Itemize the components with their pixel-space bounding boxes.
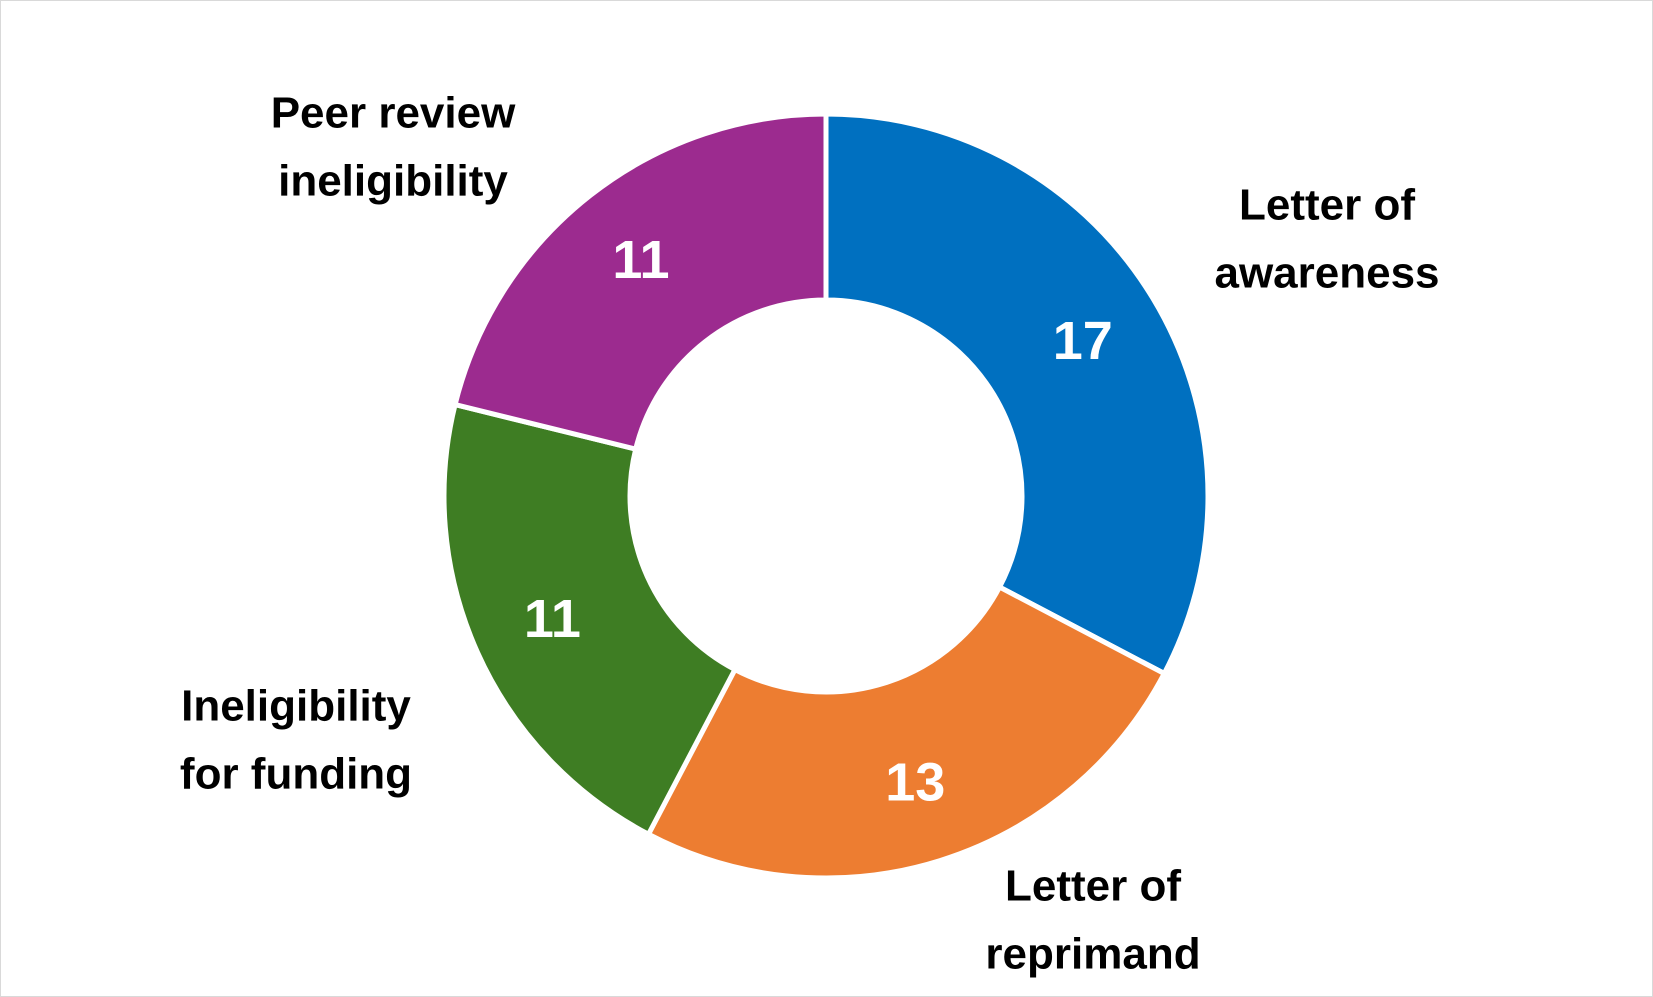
category-label-line: for funding <box>180 750 412 799</box>
category-label-line: Peer review <box>271 89 516 138</box>
category-label: Ineligibility for funding <box>180 682 412 799</box>
category-label-line: awareness <box>1214 249 1439 298</box>
category-labels-group: Letter of awareness Letter of reprimand Inel… <box>180 89 1440 979</box>
slice-peer-review-ineligibility <box>452 111 829 452</box>
value-labels-group: 17 13 11 11 <box>524 230 1113 813</box>
category-label: Peer review ineligibility <box>271 89 516 206</box>
slice-value-label: 17 <box>1053 311 1113 371</box>
category-label-line: Letter of <box>1005 862 1181 911</box>
category-label-line: Letter of <box>1239 181 1415 230</box>
category-label: Letter of awareness <box>1214 181 1439 298</box>
slice-value-label: 11 <box>612 230 669 290</box>
category-label-line: Ineligibility <box>181 682 411 731</box>
slice-letter-of-awareness <box>823 111 1211 677</box>
category-label-line: ineligibility <box>278 157 508 206</box>
slice-letter-of-reprimand <box>645 584 1167 881</box>
slice-value-label: 11 <box>524 589 581 649</box>
category-label: Letter of reprimand <box>985 862 1200 979</box>
slices-group <box>441 111 1211 881</box>
category-label-line: reprimand <box>985 930 1200 979</box>
slice-value-label: 13 <box>885 752 945 812</box>
slice-ineligibility-for-funding <box>441 402 738 837</box>
